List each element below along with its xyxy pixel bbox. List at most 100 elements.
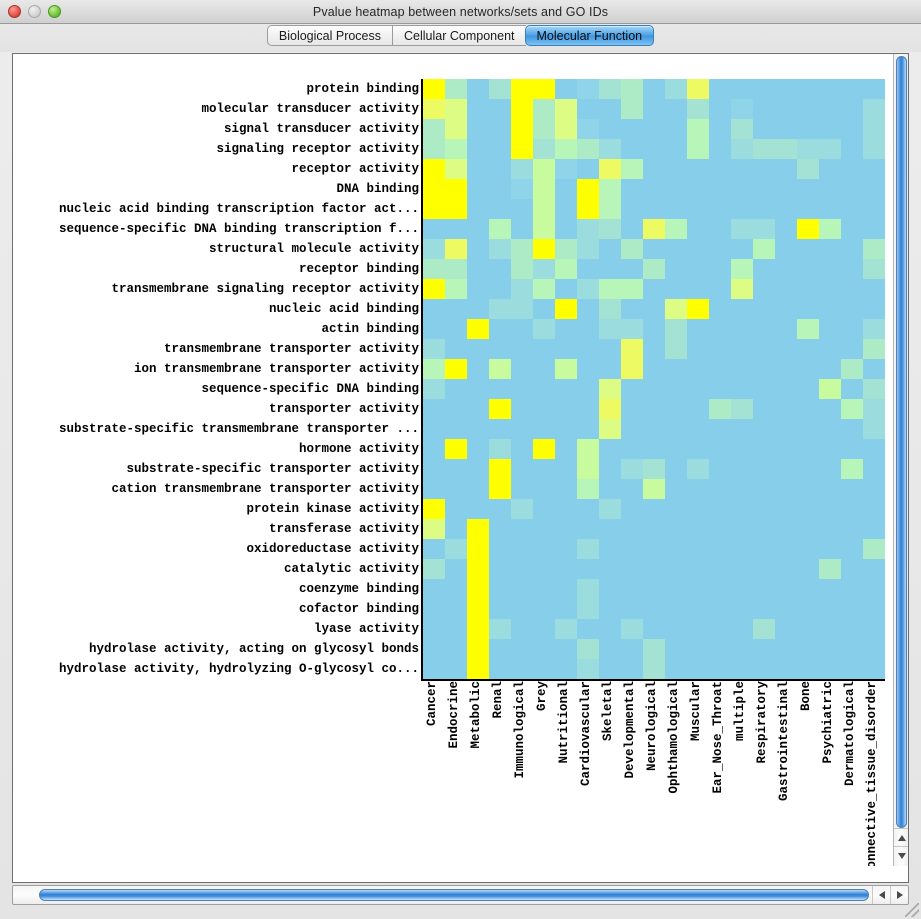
heatmap-cell[interactable]: [775, 599, 797, 619]
heatmap-cell[interactable]: [841, 419, 863, 439]
heatmap-cell[interactable]: [665, 319, 687, 339]
heatmap-cell[interactable]: [665, 419, 687, 439]
heatmap-cell[interactable]: [819, 379, 841, 399]
heatmap-cell[interactable]: [731, 159, 753, 179]
heatmap-cell[interactable]: [753, 139, 775, 159]
heatmap-cell[interactable]: [819, 439, 841, 459]
heatmap-cell[interactable]: [687, 639, 709, 659]
heatmap-cell[interactable]: [467, 319, 489, 339]
heatmap-cell[interactable]: [599, 599, 621, 619]
heatmap-cell[interactable]: [489, 619, 511, 639]
heatmap-cell[interactable]: [863, 439, 885, 459]
heatmap-cell[interactable]: [533, 379, 555, 399]
heatmap-cell[interactable]: [841, 519, 863, 539]
heatmap-cell[interactable]: [775, 479, 797, 499]
heatmap-cell[interactable]: [863, 579, 885, 599]
heatmap-cell[interactable]: [621, 539, 643, 559]
heatmap-cell[interactable]: [775, 519, 797, 539]
heatmap-cell[interactable]: [797, 459, 819, 479]
heatmap-cell[interactable]: [445, 619, 467, 639]
heatmap-cell[interactable]: [797, 359, 819, 379]
heatmap-cell[interactable]: [423, 359, 445, 379]
heatmap-cell[interactable]: [863, 559, 885, 579]
heatmap-cell[interactable]: [643, 219, 665, 239]
heatmap-cell[interactable]: [819, 499, 841, 519]
heatmap-cell[interactable]: [489, 179, 511, 199]
heatmap-cell[interactable]: [533, 399, 555, 419]
heatmap-cell[interactable]: [665, 299, 687, 319]
heatmap-cell[interactable]: [753, 519, 775, 539]
heatmap-cell[interactable]: [489, 439, 511, 459]
heatmap-cell[interactable]: [577, 539, 599, 559]
heatmap-cell[interactable]: [753, 99, 775, 119]
heatmap-cell[interactable]: [709, 139, 731, 159]
heatmap-cell[interactable]: [533, 199, 555, 219]
heatmap-cell[interactable]: [731, 199, 753, 219]
heatmap-cell[interactable]: [467, 219, 489, 239]
heatmap-cell[interactable]: [467, 99, 489, 119]
heatmap-cell[interactable]: [709, 319, 731, 339]
heatmap-cell[interactable]: [489, 239, 511, 259]
heatmap-cell[interactable]: [665, 139, 687, 159]
heatmap-cell[interactable]: [819, 199, 841, 219]
heatmap-cell[interactable]: [599, 399, 621, 419]
heatmap-cell[interactable]: [489, 379, 511, 399]
scroll-up-button[interactable]: [894, 829, 908, 847]
heatmap-cell[interactable]: [511, 179, 533, 199]
heatmap-cell[interactable]: [863, 319, 885, 339]
tab-biological-process[interactable]: Biological Process: [266, 25, 393, 46]
heatmap-cell[interactable]: [753, 159, 775, 179]
heatmap-cell[interactable]: [467, 639, 489, 659]
heatmap-cell[interactable]: [599, 519, 621, 539]
heatmap-cell[interactable]: [577, 299, 599, 319]
heatmap-cell[interactable]: [709, 99, 731, 119]
heatmap-cell[interactable]: [841, 379, 863, 399]
heatmap-cell[interactable]: [731, 459, 753, 479]
heatmap-cell[interactable]: [599, 99, 621, 119]
heatmap-cell[interactable]: [533, 359, 555, 379]
heatmap-cell[interactable]: [643, 79, 665, 99]
heatmap-cell[interactable]: [621, 559, 643, 579]
heatmap-cell[interactable]: [643, 519, 665, 539]
heatmap-cell[interactable]: [555, 279, 577, 299]
heatmap-cell[interactable]: [511, 459, 533, 479]
heatmap-cell[interactable]: [621, 139, 643, 159]
heatmap-cell[interactable]: [709, 239, 731, 259]
heatmap-cell[interactable]: [731, 139, 753, 159]
heatmap-cell[interactable]: [687, 319, 709, 339]
heatmap-cell[interactable]: [643, 99, 665, 119]
heatmap-cell[interactable]: [577, 99, 599, 119]
heatmap-cell[interactable]: [687, 199, 709, 219]
heatmap-cell[interactable]: [467, 419, 489, 439]
heatmap-cell[interactable]: [775, 299, 797, 319]
heatmap-cell[interactable]: [797, 619, 819, 639]
heatmap-cell[interactable]: [533, 519, 555, 539]
heatmap-cell[interactable]: [445, 539, 467, 559]
close-button-icon[interactable]: [8, 5, 21, 18]
heatmap-cell[interactable]: [621, 239, 643, 259]
heatmap-cell[interactable]: [577, 399, 599, 419]
heatmap-cell[interactable]: [577, 279, 599, 299]
heatmap-cell[interactable]: [775, 79, 797, 99]
heatmap-cell[interactable]: [467, 559, 489, 579]
heatmap-cell[interactable]: [533, 599, 555, 619]
heatmap-cell[interactable]: [797, 79, 819, 99]
heatmap-cell[interactable]: [533, 319, 555, 339]
heatmap-cell[interactable]: [533, 439, 555, 459]
heatmap-cell[interactable]: [599, 559, 621, 579]
heatmap-cell[interactable]: [599, 179, 621, 199]
heatmap-cell[interactable]: [467, 259, 489, 279]
heatmap-cell[interactable]: [687, 139, 709, 159]
heatmap-cell[interactable]: [665, 339, 687, 359]
heatmap-cell[interactable]: [489, 539, 511, 559]
heatmap-cell[interactable]: [621, 359, 643, 379]
heatmap-cell[interactable]: [533, 279, 555, 299]
heatmap-cell[interactable]: [555, 599, 577, 619]
tab-molecular-function[interactable]: Molecular Function: [524, 25, 655, 46]
heatmap-cell[interactable]: [709, 519, 731, 539]
heatmap-cell[interactable]: [665, 479, 687, 499]
heatmap-cell[interactable]: [687, 339, 709, 359]
heatmap-cell[interactable]: [863, 659, 885, 679]
heatmap-cell[interactable]: [863, 499, 885, 519]
heatmap-cell[interactable]: [687, 219, 709, 239]
